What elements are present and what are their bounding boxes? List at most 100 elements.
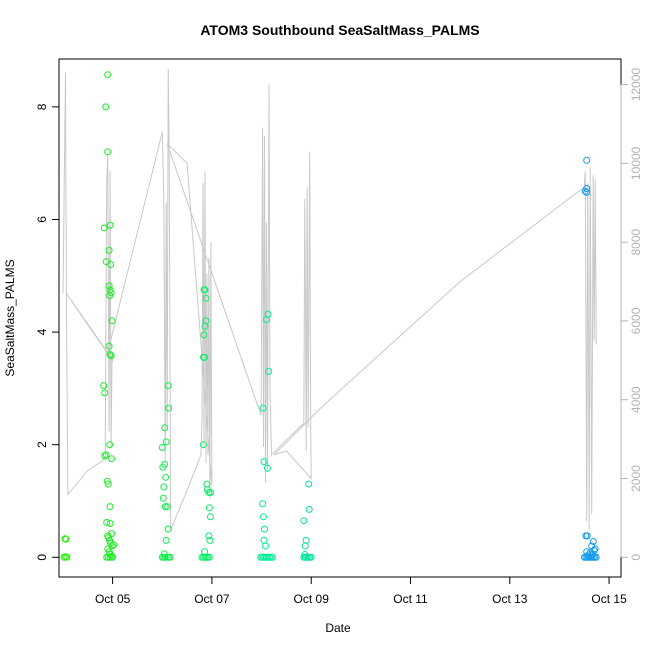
y-axis: 0 2 4 6 8 [35, 103, 60, 561]
data-point [104, 553, 112, 561]
data-point [260, 513, 267, 521]
data-point [201, 322, 209, 330]
data-point [590, 547, 598, 554]
data-point [158, 444, 166, 451]
data-point [104, 71, 112, 79]
y-tick-label: 4 [35, 328, 49, 335]
data-point [588, 551, 596, 558]
data-point [100, 382, 108, 390]
data-point [100, 224, 108, 232]
data-point [161, 424, 169, 432]
y-tick-label: 6 [35, 216, 49, 223]
data-point [202, 294, 210, 302]
data-point [259, 404, 267, 412]
data-point [103, 518, 111, 526]
data-point [583, 532, 591, 540]
data-point [162, 438, 170, 446]
data-point [583, 185, 591, 192]
data-point [591, 545, 599, 553]
data-point [265, 368, 272, 375]
chart-title: ATOM3 Southbound SeaSaltMass_PALMS [200, 22, 479, 38]
data-point [589, 538, 597, 545]
data-point [104, 148, 112, 156]
data-point [105, 342, 113, 350]
data-point [300, 517, 308, 525]
y-tick-label: 8 [35, 103, 49, 110]
altitude-line-layer [62, 68, 597, 530]
data-point [205, 532, 213, 540]
data-point [104, 480, 112, 488]
y-tick-label: 0 [35, 554, 49, 561]
data-point [106, 503, 114, 511]
data-point [161, 460, 169, 468]
data-point [106, 553, 114, 561]
data-point [584, 551, 592, 559]
right-y-tick-label: 6000 [629, 307, 643, 334]
data-point [164, 525, 172, 533]
data-point [102, 103, 110, 111]
right-y-tick-label: 10000 [629, 146, 643, 180]
data-point [108, 455, 116, 463]
data-point [206, 513, 214, 521]
data-point [269, 553, 276, 561]
data-point [201, 286, 209, 294]
right-y-tick-label: 2000 [629, 465, 643, 492]
series-0 [60, 71, 174, 561]
data-point [101, 389, 109, 397]
data-point [107, 352, 115, 360]
data-point [62, 535, 70, 543]
data-point [161, 553, 169, 561]
x-axis: Oct 05 Oct 07 Oct 09 Oct 11 Oct 13 Oct 15 [95, 576, 627, 606]
data-point [260, 458, 268, 466]
data-point [165, 404, 173, 412]
data-point [106, 351, 114, 359]
data-point [105, 282, 113, 290]
right-y-tick-label: 4000 [629, 386, 643, 413]
data-point [200, 441, 207, 449]
data-point [63, 553, 71, 561]
data-point [163, 503, 171, 511]
x-tick-label: Oct 05 [95, 592, 131, 606]
y-tick-label: 2 [35, 441, 49, 448]
series-2 [580, 156, 600, 561]
data-point [302, 536, 310, 544]
data-point [264, 464, 271, 472]
data-point [110, 541, 118, 549]
data-point [109, 553, 117, 561]
right-y-tick-label: 8000 [629, 229, 643, 256]
altitude-line [62, 68, 597, 530]
data-point [583, 188, 591, 196]
right-y-tick-label: 12000 [629, 68, 643, 102]
data-point [206, 489, 214, 496]
x-tick-label: Oct 15 [591, 592, 627, 606]
y-axis-label: SeaSaltMass_PALMS [3, 259, 17, 376]
data-point [107, 261, 115, 268]
data-point [108, 317, 116, 325]
data-point [305, 480, 313, 488]
right-y-tick-label: 0 [629, 554, 643, 561]
x-axis-label: Date [325, 621, 351, 635]
data-point [102, 451, 110, 459]
data-point [106, 221, 114, 229]
data-point [162, 536, 170, 544]
data-point [259, 500, 267, 508]
data-point [305, 505, 313, 513]
data-points-layer [60, 71, 600, 561]
x-tick-label: Oct 11 [393, 592, 428, 606]
data-point [161, 503, 169, 511]
data-point [262, 542, 269, 550]
data-point [101, 452, 109, 460]
series-1 [198, 286, 315, 561]
data-point [106, 520, 114, 527]
data-point [159, 494, 167, 502]
data-point [261, 525, 268, 533]
data-point [162, 473, 170, 481]
data-point [164, 382, 172, 390]
data-point [201, 353, 208, 361]
data-point [160, 483, 168, 491]
data-point [200, 331, 208, 339]
right-y-axis: 0 2000 4000 6000 8000 10000 12000 [620, 68, 643, 561]
x-tick-label: Oct 07 [194, 592, 230, 606]
